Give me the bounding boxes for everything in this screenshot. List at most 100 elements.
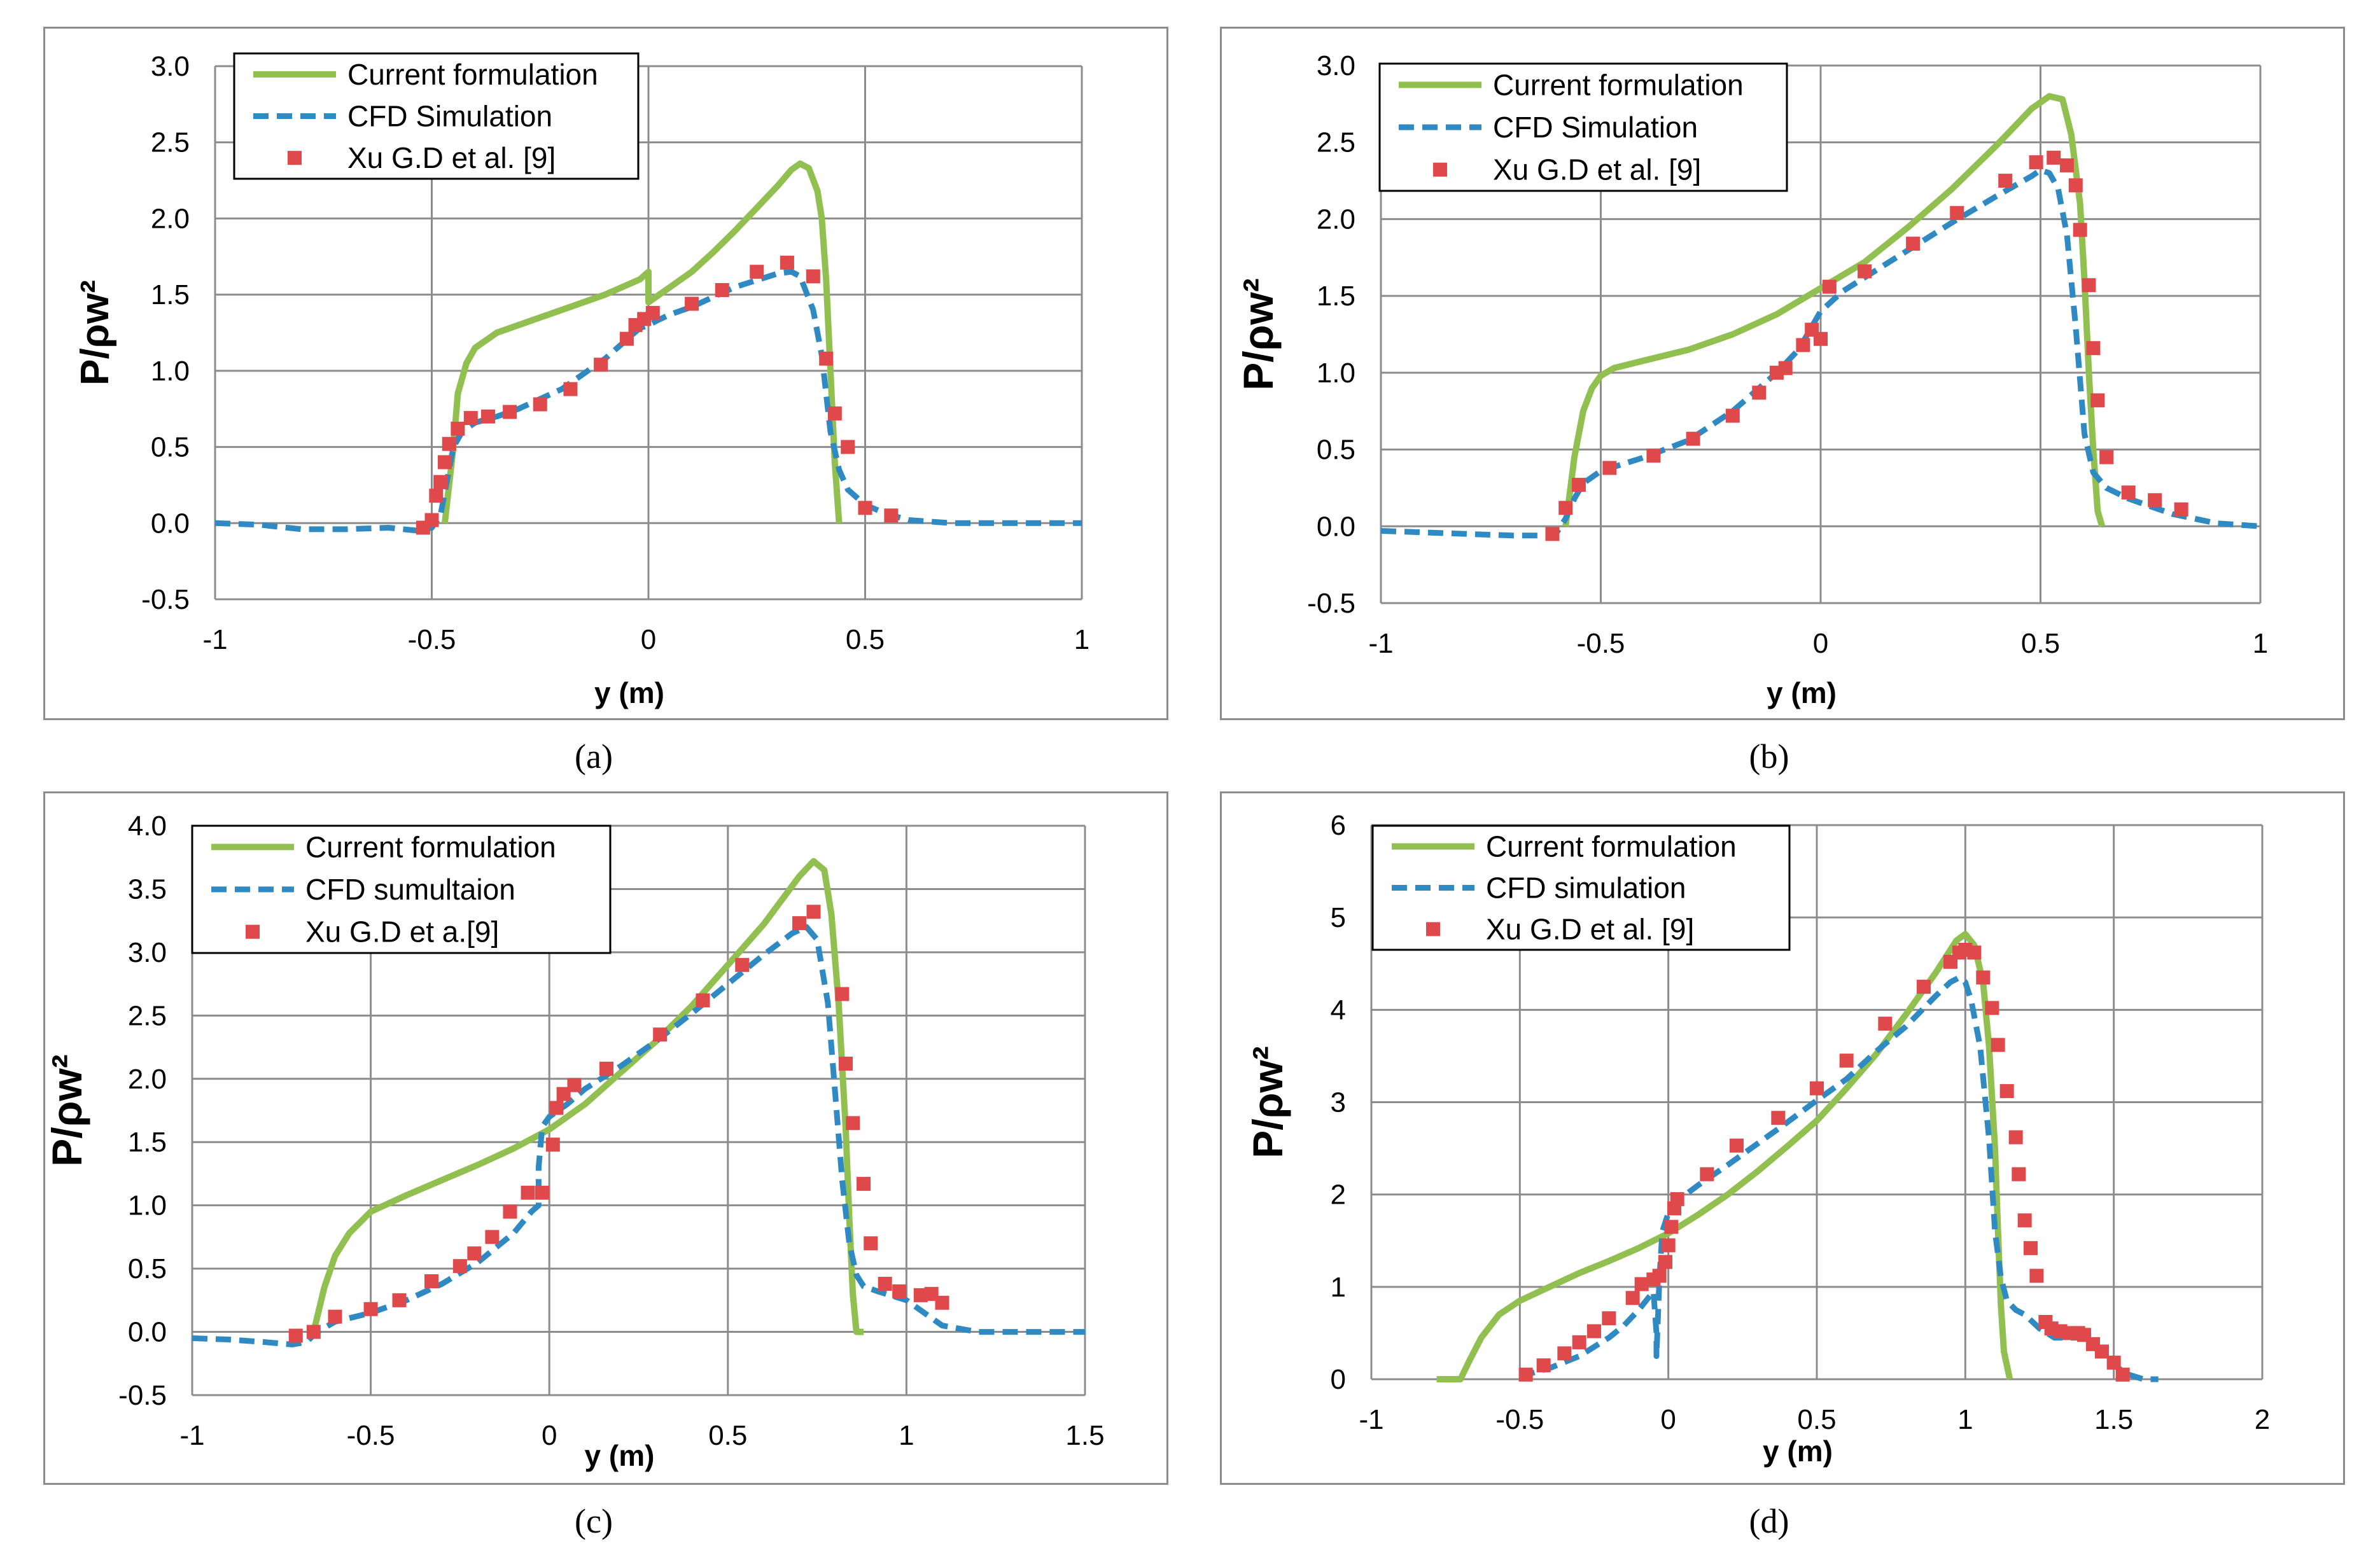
data-point — [841, 440, 855, 454]
data-point — [2059, 158, 2074, 172]
x-tick-label: 0 — [1813, 628, 1828, 659]
data-point — [1967, 945, 1982, 960]
data-point — [1778, 361, 1793, 375]
legend-label: Current formulation — [1493, 68, 1744, 101]
data-point — [452, 1259, 467, 1274]
x-tick-label: 1.5 — [2094, 1404, 2133, 1435]
data-point — [2086, 341, 2101, 356]
y-tick-label: 4 — [1331, 994, 1346, 1026]
data-point — [1700, 1167, 1714, 1181]
y-axis-title: P/ρw² — [73, 280, 117, 386]
y-axis-title: P/ρw² — [43, 1054, 90, 1167]
legend-label: Xu G.D et al. [9] — [347, 141, 556, 174]
data-point — [780, 255, 794, 270]
data-point — [1664, 1220, 1679, 1234]
data-point — [1646, 449, 1661, 463]
y-tick-label: 2.5 — [128, 1000, 167, 1031]
y-tick-label: -0.5 — [1307, 588, 1355, 619]
data-point — [1602, 461, 1617, 475]
data-point — [1536, 1358, 1551, 1373]
data-point — [2082, 278, 2096, 293]
legend-swatch — [1433, 162, 1447, 177]
x-tick-label: 1 — [1957, 1404, 1973, 1435]
data-point — [2017, 1213, 2032, 1228]
series-line — [441, 160, 843, 524]
data-point — [935, 1295, 949, 1310]
y-tick-label: 4.0 — [128, 810, 167, 842]
data-point — [685, 296, 699, 311]
data-point — [599, 1061, 613, 1076]
series-line — [1436, 931, 2013, 1382]
data-point — [924, 1286, 939, 1301]
data-point — [2148, 493, 2162, 508]
y-tick-label: 1.5 — [151, 279, 190, 310]
x-tick-label: 0.5 — [846, 624, 885, 655]
data-point — [1557, 1346, 1572, 1361]
series-line — [1380, 167, 2261, 539]
data-point — [645, 305, 660, 320]
y-tick-label: 1.0 — [1317, 358, 1355, 389]
data-point — [2047, 150, 2061, 165]
legend-label: CFD Simulation — [347, 100, 552, 133]
legend: Current formulation CFD simulation Xu G.D … — [1371, 824, 1791, 951]
legend-label: Xu G.D et al. [9] — [1486, 913, 1694, 946]
data-point — [1906, 237, 1921, 251]
data-point — [545, 1137, 560, 1152]
data-point — [806, 905, 821, 919]
legend-label: CFD sumultaion — [305, 873, 515, 906]
data-point — [556, 1087, 571, 1101]
data-point — [2099, 450, 2114, 464]
y-tick-label: 2.0 — [151, 203, 190, 234]
data-point — [437, 455, 452, 469]
x-tick-label: -1 — [1359, 1404, 1383, 1435]
y-tick-label: 0.0 — [151, 508, 190, 539]
x-tick-label: 0.5 — [1797, 1404, 1836, 1435]
y-tick-label: 2.0 — [1317, 204, 1355, 235]
y-tick-label: 1.5 — [128, 1127, 167, 1158]
y-tick-label: 5 — [1331, 902, 1346, 933]
data-point — [451, 421, 465, 436]
x-tick-label: -1 — [202, 624, 227, 655]
legend: Current formulation CFD sumultaion Xu G.D … — [191, 824, 612, 954]
data-point — [1771, 1111, 1786, 1125]
y-axis-title: P/ρw² — [1244, 1046, 1291, 1158]
data-point — [521, 1185, 535, 1200]
y-tick-label: -0.5 — [141, 584, 190, 615]
y-tick-label: 1.0 — [128, 1190, 167, 1221]
y-tick-label: 2.5 — [1317, 127, 1355, 158]
data-point — [1518, 1367, 1533, 1382]
x-tick-label: 0 — [1660, 1404, 1676, 1435]
y-tick-label: 0.5 — [128, 1253, 167, 1284]
data-point — [892, 1284, 907, 1298]
chart-3: -1 -0.5 0 0.5 1 1.5 2 0 1 2 3 4 5 6 y (m) P/ρw² Current … — [1244, 810, 2270, 1468]
data-point — [503, 405, 517, 419]
x-tick-label: 1 — [1074, 624, 1089, 655]
data-point — [792, 916, 807, 931]
data-point — [864, 1236, 878, 1251]
data-point — [424, 1274, 439, 1288]
y-tick-label: 0.5 — [151, 432, 190, 463]
x-tick-label: 1.5 — [1065, 1420, 1104, 1451]
data-point — [563, 382, 578, 396]
data-point — [1985, 1001, 1999, 1015]
x-tick-label: 0.5 — [708, 1420, 747, 1451]
data-point — [653, 1027, 668, 1042]
data-point — [913, 1288, 928, 1302]
chart-1: -1 -0.5 0 0.5 1 -0.5 0.0 0.5 1.0 1.5 2.0 2.5 3.0 y (m… — [1235, 50, 2268, 709]
data-point — [433, 475, 448, 489]
data-point — [1670, 1192, 1684, 1206]
data-point — [1587, 1324, 1601, 1339]
x-tick-label: 1 — [2253, 628, 2268, 659]
data-point — [1725, 408, 1740, 423]
x-tick-label: -1 — [1368, 628, 1393, 659]
data-point — [467, 1246, 482, 1261]
chart-2: -1 -0.5 0 0.5 1 1.5 -0.5 0.0 0.5 1.0 1.5 2.0 2.5 3.0 3… — [43, 810, 1105, 1472]
legend: Current formulation CFD Simulation Xu G.D … — [233, 52, 640, 180]
x-axis-title: y (m) — [594, 676, 664, 709]
caption-b: (b) — [1749, 737, 1789, 776]
data-point — [535, 1185, 549, 1200]
data-point — [2008, 1130, 2023, 1144]
data-point — [878, 1276, 892, 1291]
data-point — [2024, 1241, 2038, 1255]
